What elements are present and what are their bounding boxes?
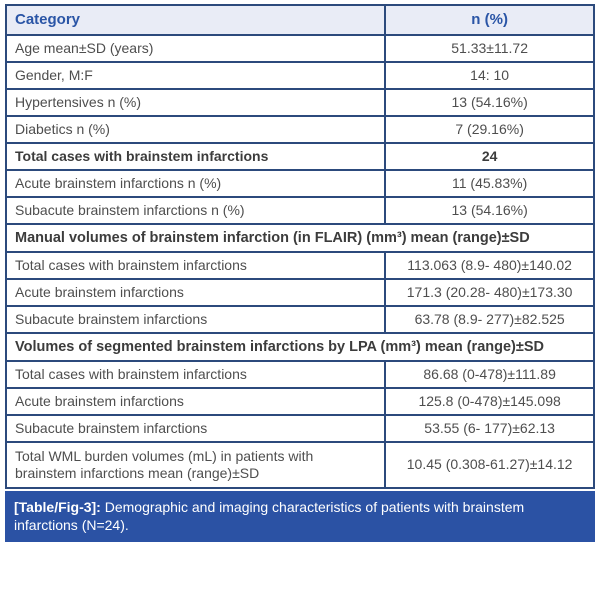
row-label: Gender, M:F — [4, 61, 387, 90]
row-value: 7 (29.16%) — [384, 115, 595, 144]
header-n-percent: n (%) — [384, 4, 595, 36]
row-label: Total cases with brainstem infarctions — [4, 142, 387, 171]
table-row: Gender, M:F 14: 10 — [4, 61, 595, 90]
section-header-manual-volumes: Manual volumes of brainstem infarction (… — [5, 223, 595, 253]
row-value: 86.68 (0-478)±111.89 — [384, 360, 595, 389]
table-row: Acute brainstem infarctions 171.3 (20.28… — [4, 278, 595, 307]
table-row: Age mean±SD (years) 51.33±11.72 — [4, 34, 595, 63]
row-value: 11 (45.83%) — [384, 169, 595, 198]
table-row: Diabetics n (%) 7 (29.16%) — [4, 115, 595, 144]
table-row: Acute brainstem infarctions 125.8 (0-478… — [4, 387, 595, 416]
row-value: 113.063 (8.9- 480)±140.02 — [384, 251, 595, 280]
row-label: Age mean±SD (years) — [4, 34, 387, 63]
table-row: Subacute brainstem infarctions n (%) 13 … — [4, 196, 595, 225]
caption-text: Demographic and imaging characteristics … — [14, 499, 525, 534]
caption-tag: [Table/Fig-3]: — [14, 499, 101, 515]
row-label: Acute brainstem infarctions — [4, 387, 387, 416]
table-header-row: Category n (%) — [4, 4, 595, 36]
section-label: Manual volumes of brainstem infarction (… — [5, 223, 595, 253]
row-value: 10.45 (0.308-61.27)±14.12 — [384, 441, 595, 489]
row-value: 14: 10 — [384, 61, 595, 90]
row-value: 51.33±11.72 — [384, 34, 595, 63]
table-row: Acute brainstem infarctions n (%) 11 (45… — [4, 169, 595, 198]
row-value: 24 — [384, 142, 595, 171]
table-row-wml-burden: Total WML burden volumes (mL) in patient… — [4, 441, 595, 489]
row-label: Diabetics n (%) — [4, 115, 387, 144]
row-value: 171.3 (20.28- 480)±173.30 — [384, 278, 595, 307]
table-row: Hypertensives n (%) 13 (54.16%) — [4, 88, 595, 117]
demographics-table: Category n (%) Age mean±SD (years) 51.33… — [4, 4, 595, 489]
row-label: Hypertensives n (%) — [4, 88, 387, 117]
row-value: 53.55 (6- 177)±62.13 — [384, 414, 595, 443]
row-label: Subacute brainstem infarctions n (%) — [4, 196, 387, 225]
table-caption: [Table/Fig-3]: Demographic and imaging c… — [5, 491, 595, 543]
row-label: Acute brainstem infarctions — [4, 278, 387, 307]
table-row: Total cases with brainstem infarctions 8… — [4, 360, 595, 389]
table-row: Subacute brainstem infarctions 53.55 (6-… — [4, 414, 595, 443]
table-row: Total cases with brainstem infarctions 1… — [4, 251, 595, 280]
section-label: Volumes of segmented brainstem infarctio… — [5, 332, 595, 362]
header-category: Category — [4, 4, 387, 36]
row-label: Acute brainstem infarctions n (%) — [4, 169, 387, 198]
row-label: Total cases with brainstem infarctions — [4, 360, 387, 389]
row-value: 13 (54.16%) — [384, 88, 595, 117]
row-value: 13 (54.16%) — [384, 196, 595, 225]
row-value: 63.78 (8.9- 277)±82.525 — [384, 305, 595, 334]
row-label: Subacute brainstem infarctions — [4, 414, 387, 443]
table-row: Subacute brainstem infarctions 63.78 (8.… — [4, 305, 595, 334]
row-label: Total WML burden volumes (mL) in patient… — [4, 441, 387, 489]
row-value: 125.8 (0-478)±145.098 — [384, 387, 595, 416]
section-header-lpa-volumes: Volumes of segmented brainstem infarctio… — [5, 332, 595, 362]
row-label: Subacute brainstem infarctions — [4, 305, 387, 334]
table-row-total-cases: Total cases with brainstem infarctions 2… — [4, 142, 595, 171]
row-label: Total cases with brainstem infarctions — [4, 251, 387, 280]
